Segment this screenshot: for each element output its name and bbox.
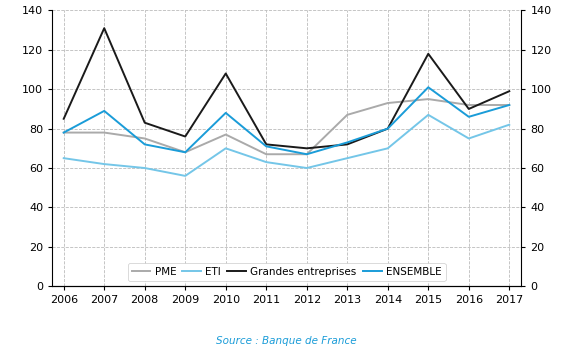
PME (425, 97, 431, 101)
ETI (60, 156, 67, 160)
ENSEMBLE (465, 115, 472, 119)
ETI (344, 156, 351, 160)
ENSEMBLE (222, 111, 229, 115)
ENSEMBLE (60, 131, 67, 135)
PME (506, 103, 513, 107)
Grandes entreprises (384, 127, 391, 131)
Grandes entreprises (182, 134, 189, 139)
PME (222, 133, 229, 137)
PME (101, 131, 108, 135)
Grandes entreprises (344, 142, 351, 147)
ETI (465, 136, 472, 141)
ETI (222, 146, 229, 150)
PME (344, 113, 351, 117)
Line: PME: PME (64, 99, 509, 154)
PME (142, 136, 148, 141)
ENSEMBLE (506, 103, 513, 107)
ENSEMBLE (344, 140, 351, 144)
PME (384, 101, 391, 105)
PME (303, 152, 310, 156)
Grandes entreprises (60, 117, 67, 121)
Grandes entreprises (263, 142, 270, 147)
Legend: PME, ETI, Grandes entreprises, ENSEMBLE: PME, ETI, Grandes entreprises, ENSEMBLE (128, 263, 445, 281)
ETI (303, 166, 310, 170)
Grandes entreprises (142, 121, 148, 125)
ENSEMBLE (263, 144, 270, 148)
Grandes entreprises (222, 72, 229, 76)
Grandes entreprises (303, 146, 310, 150)
PME (182, 150, 189, 154)
Line: ETI: ETI (64, 115, 509, 176)
ENSEMBLE (182, 150, 189, 154)
Line: ENSEMBLE: ENSEMBLE (64, 87, 509, 154)
Grandes entreprises (425, 52, 431, 56)
ETI (263, 160, 270, 164)
ETI (384, 146, 391, 150)
ENSEMBLE (101, 109, 108, 113)
Text: Source : Banque de France: Source : Banque de France (216, 335, 357, 346)
ETI (425, 113, 431, 117)
ENSEMBLE (425, 85, 431, 89)
ETI (101, 162, 108, 166)
ETI (182, 174, 189, 178)
PME (60, 131, 67, 135)
ETI (506, 122, 513, 127)
Grandes entreprises (506, 89, 513, 93)
PME (465, 103, 472, 107)
ETI (142, 166, 148, 170)
ENSEMBLE (303, 152, 310, 156)
Grandes entreprises (465, 107, 472, 111)
ENSEMBLE (384, 127, 391, 131)
Line: Grandes entreprises: Grandes entreprises (64, 28, 509, 148)
Grandes entreprises (101, 26, 108, 30)
ENSEMBLE (142, 142, 148, 147)
PME (263, 152, 270, 156)
